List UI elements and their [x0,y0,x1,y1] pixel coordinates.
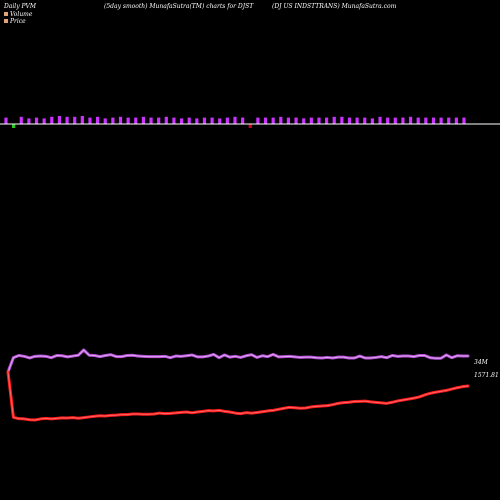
volume-bar [340,116,344,124]
volume-bar [462,117,466,124]
volume-bar [325,117,329,124]
volume-bar [19,116,23,124]
header-center: (5day smooth) MunafaSutra(TM) charts for… [104,3,254,10]
legend-volume-swatch [4,12,8,16]
volume-bar [218,118,222,124]
volume-bar [111,117,115,124]
volume-bar [187,117,191,124]
volume-bar [263,117,268,124]
volume-bar [279,116,283,124]
volume-bar [80,116,84,124]
volume-end-label: 34M [474,359,489,366]
volume-bar [294,117,298,124]
volume-bar [416,117,420,124]
volume-bar [363,117,367,124]
volume-bar [27,118,31,124]
volume-bar [164,116,168,124]
volume-bar [73,116,77,124]
volume-bar [424,117,428,124]
volume-bar [4,117,8,124]
price-line-highlight [7,371,469,421]
volume-bar [179,118,184,124]
header-right: (DJ US INDSTTRANS) MunafaSutra.com [272,3,397,10]
volume-bar [401,117,405,124]
volume-bar [408,116,413,124]
volume-bar [118,116,123,124]
volume-bar [233,116,237,124]
volume-bar [195,118,199,124]
volume-bar [134,117,138,124]
volume-bar [347,117,352,124]
volume-bar [65,116,69,124]
volume-bar [12,124,16,128]
volume-bar [439,117,443,124]
volume-bar [431,117,436,124]
volume-bar [332,116,336,124]
volume-bar [454,117,458,124]
volume-bar [256,117,260,124]
volume-bar [57,116,62,124]
volume-line-highlight [7,349,469,373]
volume-bar [378,116,382,124]
volume-bar [271,117,275,124]
volume-bar [157,117,161,124]
volume-bar [42,118,46,124]
volume-bar [88,117,92,124]
volume-bar [149,117,153,124]
volume-bar [393,117,397,124]
volume-bar [210,117,214,124]
volume-bar [447,117,451,124]
volume-bar [225,117,229,124]
header-left: Daily PVM [3,3,37,10]
volume-bar [370,118,374,124]
price-end-label: 1571.81 [474,372,499,379]
volume-bar [317,117,321,124]
volume-bar [141,116,145,124]
legend-price-swatch [4,19,8,23]
volume-bar [103,118,107,124]
volume-bar [302,118,306,124]
volume-bar [386,117,390,124]
volume-bar [248,124,252,128]
volume-bar [241,117,245,124]
volume-bar [309,117,313,124]
volume-bars [4,116,466,128]
volume-bar [202,117,207,124]
volume-bar [126,117,130,124]
volume-bar [172,117,176,124]
volume-bar [34,117,39,124]
volume-bar [96,116,100,124]
legend-volume-label: Volume [10,11,33,18]
legend-price-label: Price [9,18,26,25]
volume-bar [355,117,359,124]
volume-bar [286,117,291,124]
series-lines [6,348,470,422]
volume-bar [50,116,54,124]
